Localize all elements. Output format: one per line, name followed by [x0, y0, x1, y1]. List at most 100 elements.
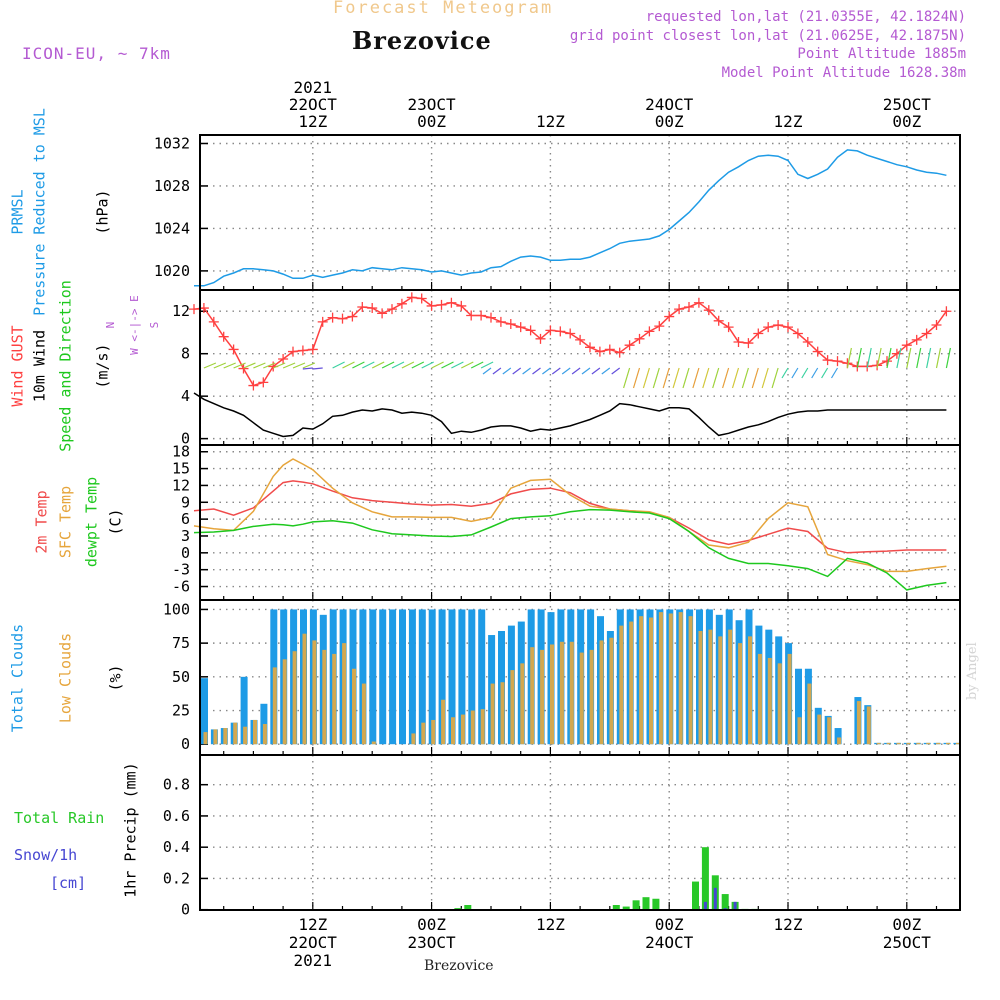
gust-point	[585, 342, 595, 353]
y-tick-label: 25	[172, 702, 190, 720]
wind-arrow	[652, 367, 660, 389]
low-cloud-bar	[500, 682, 505, 745]
low-cloud-bar	[708, 629, 713, 745]
panel-frame	[199, 289, 961, 446]
rain-bar	[632, 900, 640, 910]
gust-point	[634, 333, 645, 344]
wind-arrow	[821, 367, 829, 379]
low-cloud-bar	[223, 728, 228, 745]
gust-point	[565, 328, 576, 339]
gust-point	[674, 304, 685, 315]
wind-arrow	[712, 367, 720, 389]
time-label-bottom: 25OCT	[883, 933, 932, 952]
wind-arrow	[522, 367, 531, 375]
low-cloud-bar	[589, 649, 594, 745]
precip-label-rain: Total Rain	[14, 809, 104, 827]
low-cloud-bar	[540, 649, 545, 745]
low-cloud-bar	[451, 717, 455, 745]
y-axis-label: Total Clouds	[9, 624, 27, 732]
low-cloud-bar	[282, 659, 287, 745]
gust-point	[208, 316, 219, 327]
gust-point	[594, 346, 605, 357]
y-tick-label: 1032	[154, 134, 190, 152]
y-tick-label: 0	[181, 735, 190, 753]
app-title: Forecast Meteogram	[333, 0, 554, 18]
total-cloud-bar	[240, 676, 248, 745]
gust-point	[773, 320, 784, 331]
low-cloud-bar	[579, 652, 584, 745]
wind-arrow	[502, 367, 512, 375]
y-tick-label: 0	[181, 430, 190, 448]
wind-arrow	[830, 367, 839, 379]
y-tick-label: 3	[181, 527, 190, 545]
low-cloud-bar	[757, 653, 762, 745]
low-cloud-bar	[342, 643, 347, 745]
gust-point	[624, 340, 635, 351]
wind-arrow	[926, 347, 932, 369]
wind-arrow	[935, 347, 942, 369]
low-cloud-bar	[203, 732, 208, 745]
gust-point	[228, 344, 239, 355]
gust-point	[218, 331, 229, 342]
y-tick-label: 8	[181, 345, 190, 363]
gust-point	[555, 326, 566, 337]
total-cloud-bar	[201, 678, 208, 745]
time-label-bottom: 12Z	[298, 915, 327, 934]
low-cloud-bar	[698, 631, 703, 745]
low-cloud-bar	[876, 742, 881, 745]
wind-arrow	[263, 362, 276, 369]
wind-arrow	[203, 362, 217, 369]
time-label-top: 00Z	[892, 112, 921, 131]
low-cloud-bar	[817, 714, 822, 745]
y-tick-label: 1028	[154, 177, 190, 195]
low-cloud-bar	[431, 719, 436, 745]
rain-bar	[701, 847, 709, 910]
low-cloud-bar	[490, 683, 495, 745]
wind-arrow	[371, 361, 385, 369]
gust-point	[446, 297, 457, 308]
snow-bar	[713, 887, 717, 910]
time-label-bottom: 23OCT	[408, 933, 457, 952]
wind-arrow	[342, 361, 355, 369]
wind-arrow	[512, 367, 522, 375]
wind-arrow	[876, 347, 882, 369]
gust-point	[753, 328, 764, 339]
time-label-top: 24OCT	[645, 95, 694, 114]
gust-point	[901, 340, 912, 351]
y-tick-label: 0	[181, 901, 190, 919]
wind-arrow	[551, 367, 561, 375]
gust-point	[575, 334, 586, 345]
low-cloud-bar	[302, 633, 307, 745]
low-cloud-bar	[569, 641, 574, 745]
y-tick-label: 0.2	[163, 869, 190, 887]
gust-point	[703, 305, 714, 316]
low-cloud-bar	[352, 668, 356, 745]
gust-point	[733, 337, 744, 348]
gust-point	[317, 316, 328, 327]
compass-we: W <-|-> E	[128, 295, 141, 355]
wind-arrow	[672, 367, 680, 389]
y-axis-label: 2m Temp	[33, 490, 51, 553]
time-label-bottom: 12Z	[774, 915, 803, 934]
wind-arrow	[401, 361, 415, 369]
wind-arrow	[282, 362, 296, 369]
wind-arrow	[601, 367, 611, 375]
wind-arrow	[632, 367, 641, 389]
gust-point	[189, 304, 199, 315]
wind-arrow	[751, 367, 759, 389]
wind-arrow	[223, 362, 236, 369]
wind-arrow	[846, 347, 852, 369]
low-cloud-bar	[807, 683, 812, 745]
time-label-bottom: 12Z	[536, 915, 565, 934]
low-cloud-bar	[411, 733, 416, 745]
gust-point	[426, 300, 437, 311]
y-tick-label: 1024	[154, 219, 190, 237]
y-axis-label: PRMSL	[9, 189, 27, 234]
low-cloud-bar	[639, 616, 644, 745]
series-line	[193, 508, 947, 591]
low-cloud-bar	[262, 724, 267, 745]
total-cloud-bar	[418, 609, 426, 745]
low-cloud-bar	[668, 613, 673, 745]
wind-arrow	[332, 361, 345, 369]
time-label-top: 12Z	[536, 112, 565, 131]
